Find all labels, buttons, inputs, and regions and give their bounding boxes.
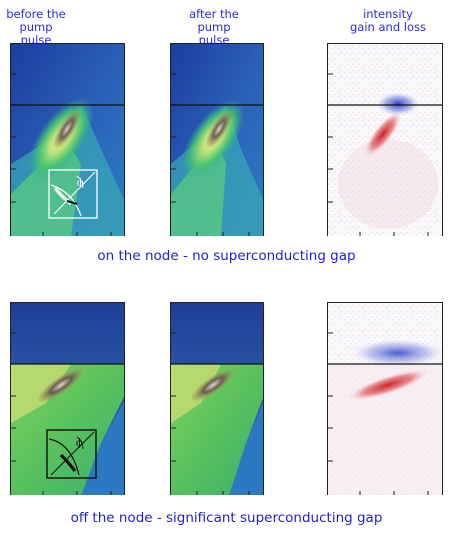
caption-bottom: off the node - significant superconducti… [70, 510, 383, 526]
difference-map-bottom [328, 303, 442, 495]
panel-bottom-after [170, 302, 264, 495]
caption-top: on the node - no superconducting gap [97, 248, 356, 264]
column-label-after: after the pump pulse [189, 7, 239, 47]
column-label-intensity: intensity gain and loss [350, 7, 426, 34]
spectral-map-top-after [171, 44, 263, 236]
panel-bottom-before: ϕ [10, 302, 125, 495]
difference-map-top [328, 44, 442, 236]
panel-top-intensity [327, 43, 443, 236]
fermi-surface-inset-bottom: ϕ [46, 429, 97, 479]
fermi-surface-inset-top: ϕ [48, 169, 98, 219]
panel-bottom-intensity [327, 302, 443, 495]
column-label-before: before the pump pulse [6, 7, 66, 47]
spectral-map-top-before: ϕ [11, 44, 124, 236]
panel-top-after [170, 43, 264, 236]
phi-symbol-top: ϕ [77, 178, 84, 189]
spectral-map-bottom-after [171, 303, 263, 495]
spectral-map-bottom-before: ϕ [11, 303, 124, 495]
phi-symbol-bottom: ϕ [76, 438, 83, 449]
panel-top-before: ϕ [10, 43, 125, 236]
